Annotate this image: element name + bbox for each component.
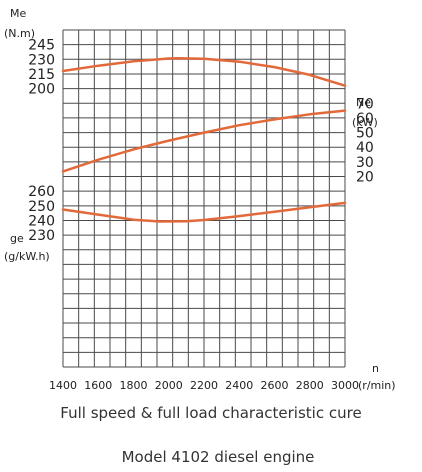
ge-curve — [61, 201, 347, 223]
x-tick-label: 2000 — [155, 379, 183, 392]
me-tick-label: 200 — [28, 82, 55, 98]
x-tick-label: 2800 — [296, 379, 324, 392]
x-tick-label: 3000 — [331, 379, 359, 392]
chart-series — [61, 57, 347, 223]
me-curve — [61, 57, 347, 87]
chart-subtitle: Model 4102 diesel engine — [122, 448, 315, 466]
ne-axis-unit: (kW) — [352, 116, 378, 129]
me-tick-label: 230 — [28, 52, 55, 68]
x-axis-label: n — [372, 362, 379, 375]
ge-axis-unit: (g/kW.h) — [4, 250, 50, 263]
chart-grid — [62, 29, 346, 368]
x-axis-unit: (r/min) — [358, 379, 396, 392]
x-tick-label: 1400 — [49, 379, 77, 392]
ne-tick-label: 60 — [356, 111, 374, 127]
ge-axis-label: ge — [10, 232, 24, 245]
ne-tick-label: 40 — [356, 140, 374, 156]
x-tick-label: 2200 — [190, 379, 218, 392]
ne-tick-label: 70 — [356, 96, 374, 112]
ne-axis-label: Ne — [356, 96, 371, 109]
me-axis-label: Me — [10, 7, 26, 20]
x-tick-label: 1800 — [120, 379, 148, 392]
ge-tick-label: 240 — [28, 213, 55, 229]
x-tick-label: 2600 — [261, 379, 289, 392]
ne-tick-label: 30 — [356, 155, 374, 171]
x-tick-label: 1600 — [84, 379, 112, 392]
ge-tick-label: 250 — [28, 199, 55, 215]
me-axis-unit: (N.m) — [4, 27, 35, 40]
ne-tick-label: 20 — [356, 170, 374, 186]
ge-tick-label: 260 — [28, 184, 55, 200]
chart-title: Full speed & full load characteristic cu… — [60, 404, 361, 422]
me-tick-label: 215 — [28, 67, 55, 83]
x-axis-ticks: 1400 1600 1800 2000 2200 2400 2600 2800 3000 — [49, 379, 359, 392]
x-tick-label: 2400 — [225, 379, 253, 392]
ge-tick-label: 230 — [28, 228, 55, 244]
ne-tick-label: 50 — [356, 126, 374, 142]
ne-curve — [61, 109, 347, 173]
me-tick-label: 245 — [28, 38, 55, 54]
